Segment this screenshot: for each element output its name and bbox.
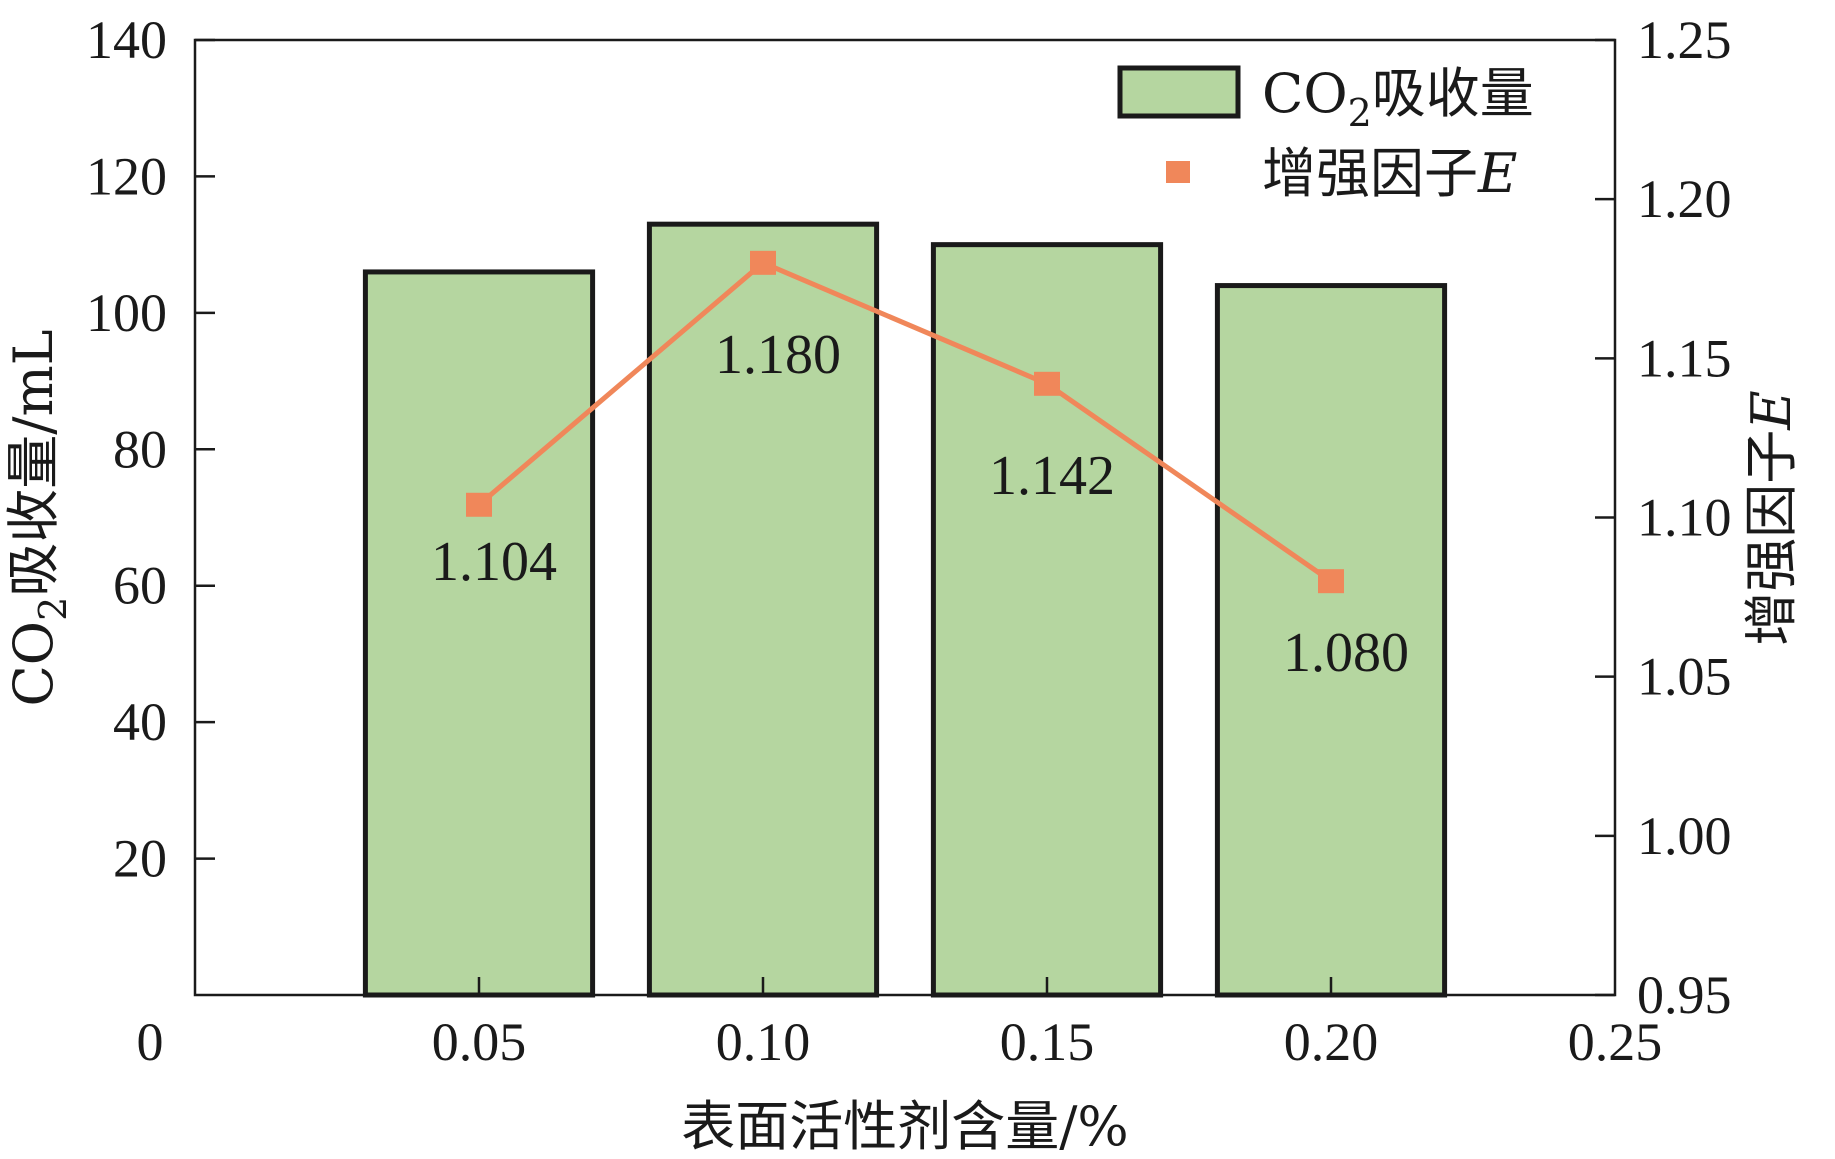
y-left-tick-label-140: 140 (86, 10, 167, 70)
legend-line-label-main: 增强因子 (1262, 142, 1478, 205)
y-right-tick-label-1.15: 1.15 (1637, 328, 1732, 388)
y-axis-left-title: CO2吸收量/mL (2, 329, 75, 706)
data-labels-group: 1.104 1.180 1.142 1.080 (431, 324, 1409, 684)
y-left-tick-label-80: 80 (113, 419, 167, 479)
point-0.05 (466, 492, 492, 517)
y-left-tick-label-100: 100 (86, 283, 167, 343)
y-axis-left-title-sub: 2 (31, 597, 75, 621)
x-tick-label-0.05: 0.05 (432, 1012, 527, 1072)
legend-bar-label: CO2吸收量 (1262, 62, 1534, 135)
x-tick-label-0.15: 0.15 (1000, 1012, 1095, 1072)
y-right-tick-label-1.10: 1.10 (1637, 488, 1732, 548)
x-axis-title: 表面活性剂含量/% (681, 1095, 1129, 1158)
bar-0.15 (930, 242, 1164, 998)
legend: CO2吸收量 增强因子E (1117, 62, 1534, 205)
point-0.15 (1034, 371, 1060, 396)
legend-bar-swatch (1117, 65, 1241, 119)
point-0.10 (750, 250, 776, 275)
x-tick-label-0.25: 0.25 (1568, 1012, 1663, 1072)
data-label-0.05: 1.104 (431, 531, 557, 593)
y-left-tick-label-20: 20 (113, 829, 167, 889)
y-axis-left-title-main: CO (2, 621, 65, 707)
x-tick-label-0.10: 0.10 (716, 1012, 811, 1072)
legend-line-label-italic: E (1477, 142, 1517, 205)
x-tick-label-0: 0 (137, 1012, 164, 1072)
y-axis-left-title-rest: 吸收量/mL (2, 329, 65, 596)
y-axis-right-title: 增强因子E (1740, 390, 1803, 645)
legend-bar-label-sub: 2 (1348, 91, 1372, 135)
ticks-group: 0 0.05 0.10 0.15 0.20 0.25 20 40 60 80 100 120 140 0.… (86, 10, 1732, 1072)
point-0.20 (1318, 569, 1344, 594)
bars-group (362, 221, 1448, 998)
y-right-tick-label-1.05: 1.05 (1637, 647, 1732, 707)
bar-0.05 (362, 269, 596, 998)
y-axis-right-title-main: 增强因子 (1740, 430, 1803, 646)
legend-line-label: 增强因子E (1262, 142, 1517, 205)
bar-0.20 (1214, 283, 1448, 998)
y-right-tick-label-1.20: 1.20 (1637, 169, 1732, 229)
line-group (466, 250, 1344, 594)
data-label-0.20: 1.080 (1283, 622, 1409, 684)
x-tick-label-0.20: 0.20 (1284, 1012, 1379, 1072)
legend-bar-label-rest: 吸收量 (1372, 62, 1534, 125)
y-left-tick-label-40: 40 (113, 692, 167, 752)
y-axis-right-title-italic: E (1740, 390, 1803, 430)
y-right-tick-label-0.95: 0.95 (1637, 965, 1732, 1025)
legend-line-marker (1166, 161, 1190, 183)
y-right-tick-label-1.25: 1.25 (1637, 10, 1732, 70)
enhancement-factor-line (477, 259, 1333, 584)
y-left-tick-label-60: 60 (113, 556, 167, 616)
legend-bar-label-main: CO (1262, 62, 1348, 125)
y-right-tick-label-1.00: 1.00 (1637, 806, 1732, 866)
data-label-0.15: 1.142 (989, 445, 1115, 507)
data-label-0.10: 1.180 (715, 324, 841, 386)
y-left-tick-label-120: 120 (86, 146, 167, 206)
